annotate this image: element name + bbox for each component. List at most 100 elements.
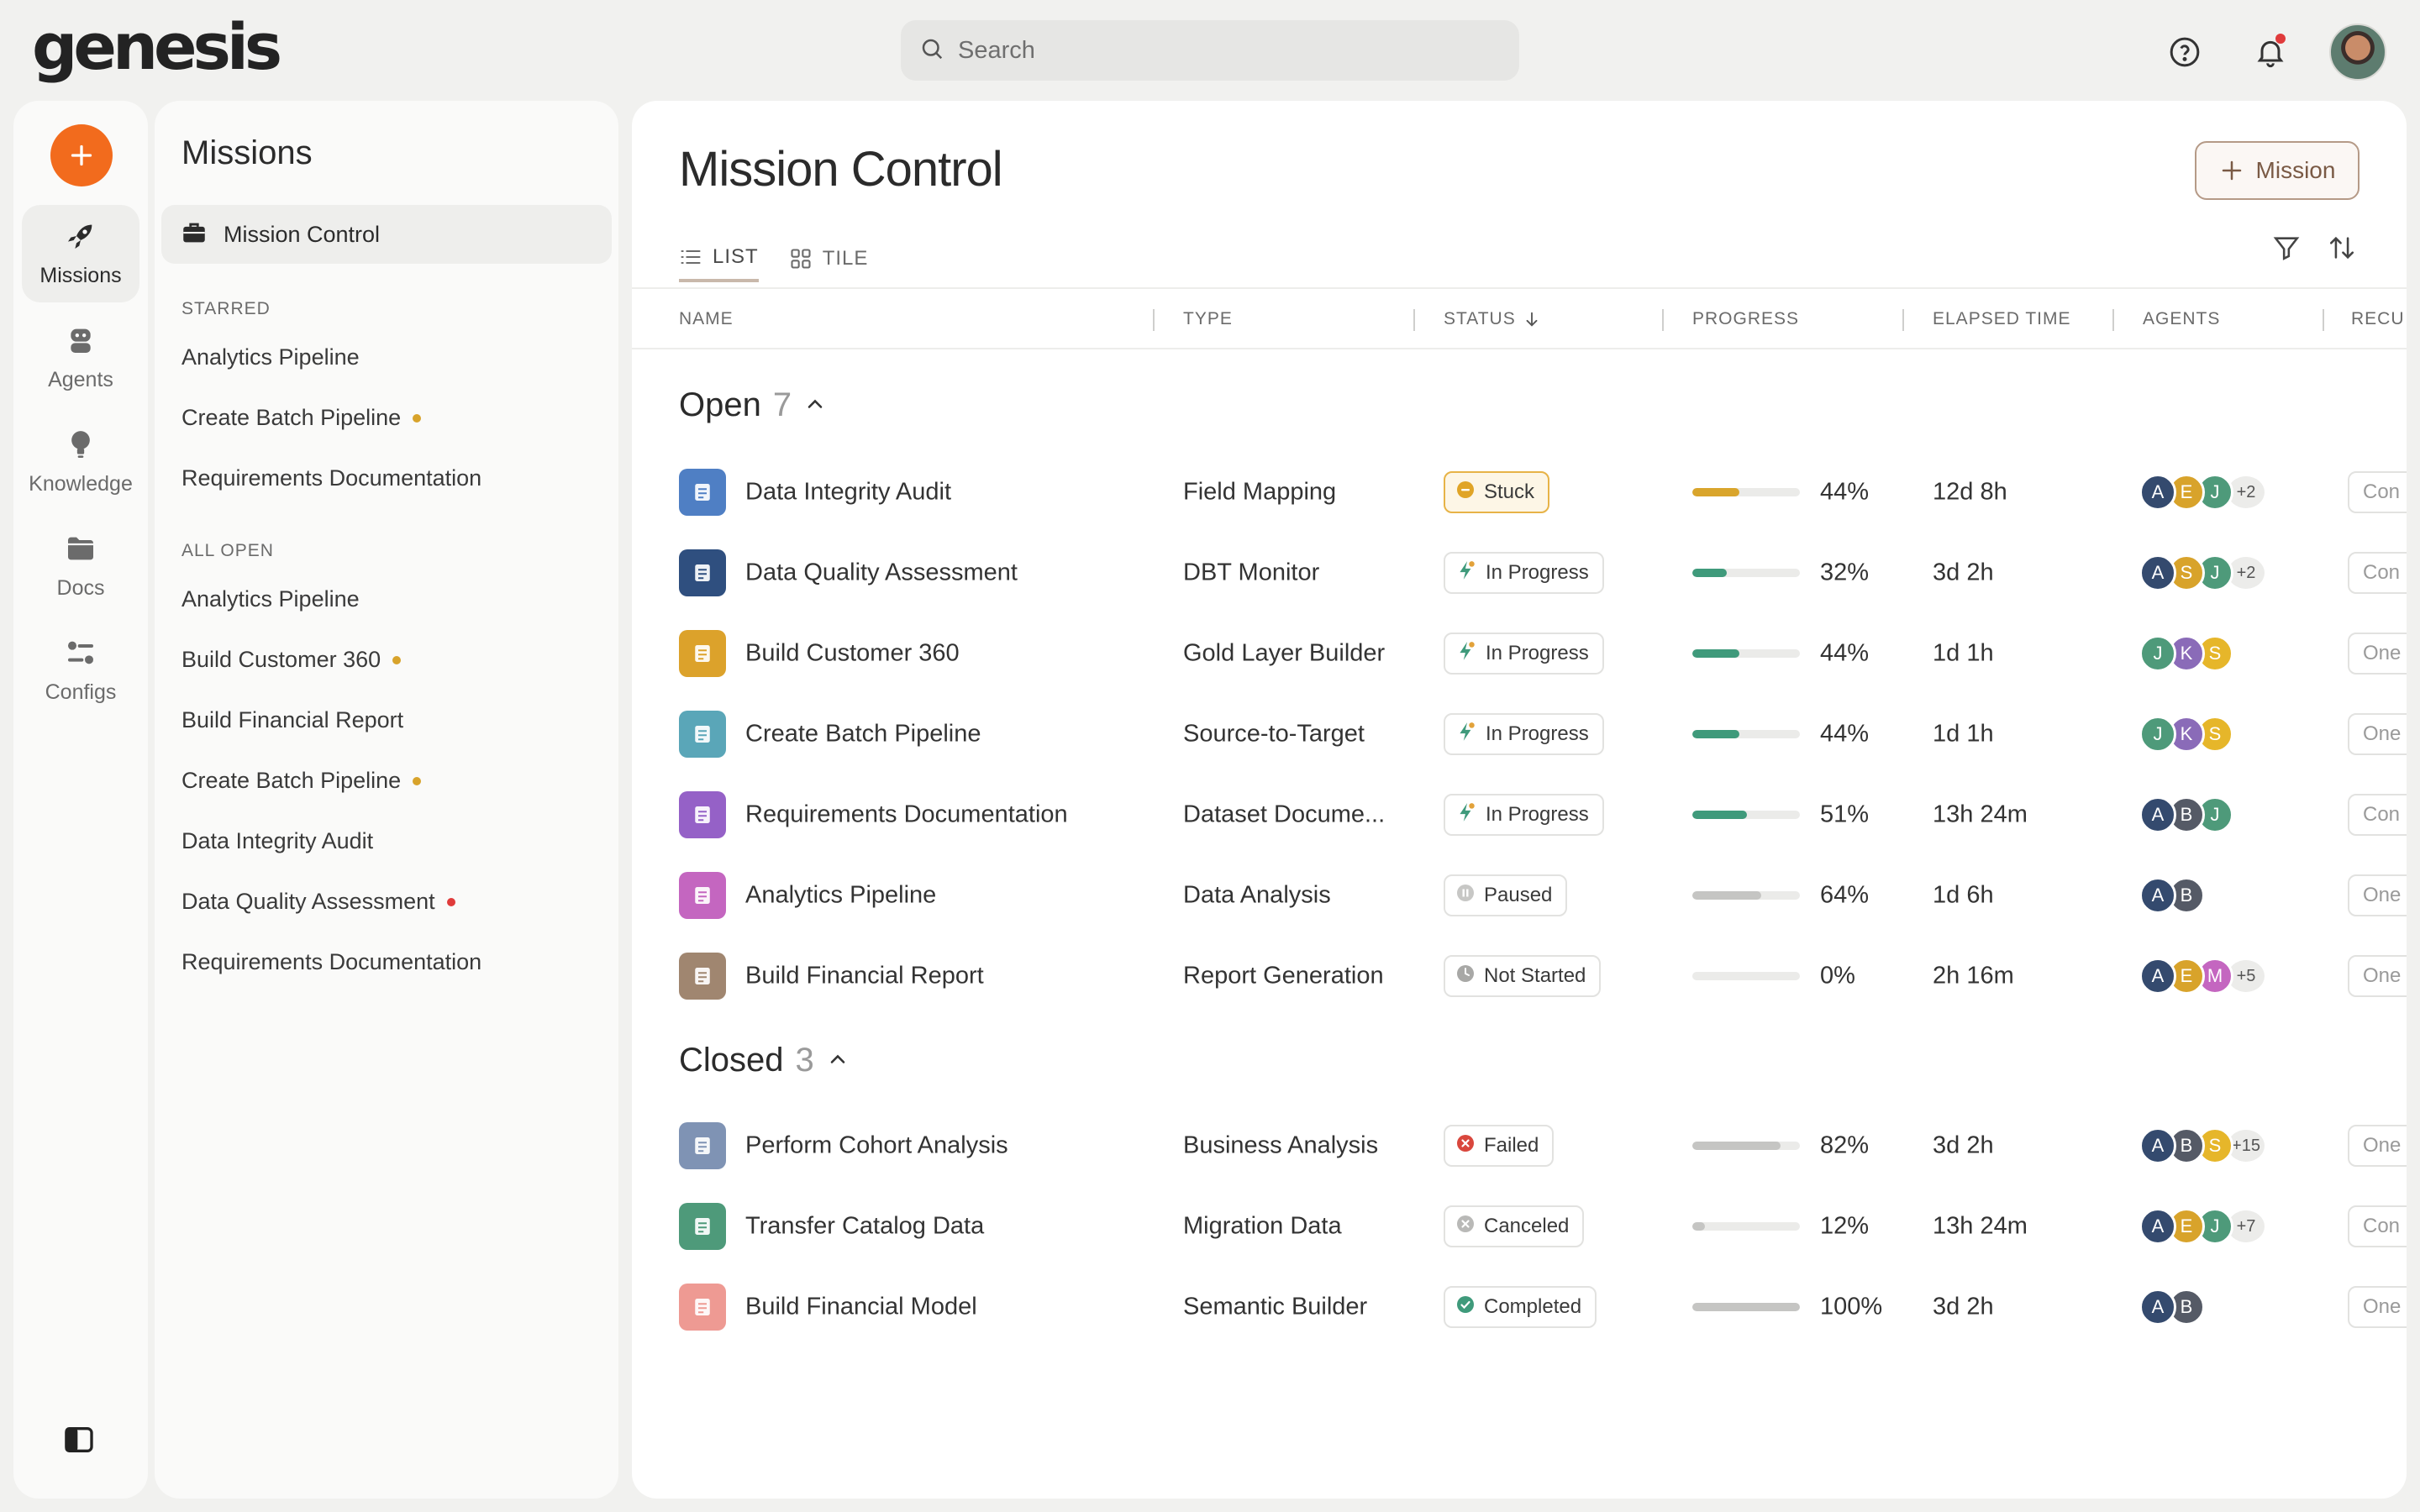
elapsed-time: 13h 24m	[1933, 801, 2028, 828]
sidebar-item-all_open[interactable]: Create Batch Pipeline	[182, 768, 422, 794]
clock-icon	[1455, 963, 1476, 990]
notifications-bell-icon[interactable]	[2244, 25, 2297, 79]
status-label: In Progress	[1486, 561, 1589, 584]
collapse-sidebar-icon[interactable]	[62, 1423, 96, 1457]
recurrence-badge: Con	[2348, 1205, 2407, 1247]
column-recurrence[interactable]: RECU	[2351, 309, 2405, 328]
table-row[interactable]: Build Financial Report Report Generation N…	[632, 936, 2407, 1016]
mission-name[interactable]: Perform Cohort Analysis	[745, 1131, 1008, 1159]
column-name[interactable]: NAME	[679, 309, 734, 328]
rail-item-label: Missions	[39, 264, 122, 287]
mission-name[interactable]: Build Financial Model	[745, 1293, 977, 1320]
recurrence-badge: One	[2348, 713, 2407, 755]
progress-percent: 44%	[1820, 720, 1870, 748]
group-header-open[interactable]: Open 7	[679, 386, 827, 424]
agent-avatars[interactable]: A B S +15	[2139, 1127, 2267, 1164]
table-row[interactable]: Transfer Catalog Data Migration Data Cance…	[632, 1186, 2407, 1267]
status-badge: In Progress	[1444, 713, 1604, 755]
progress-percent: 64%	[1820, 881, 1870, 909]
sort-icon[interactable]	[2328, 234, 2356, 266]
sidebar-item-starred[interactable]: Analytics Pipeline	[182, 344, 360, 370]
sidebar-item-all_open[interactable]: Requirements Documentation	[182, 949, 481, 975]
table-row[interactable]: Data Integrity Audit Field Mapping Stuck 44…	[632, 452, 2407, 533]
agent-avatars[interactable]: A E J +7	[2139, 1208, 2267, 1245]
mission-name[interactable]: Build Financial Report	[745, 962, 984, 990]
agent-avatars[interactable]: A E M +5	[2139, 958, 2267, 995]
mission-type-icon	[679, 469, 726, 516]
column-agents[interactable]: AGENTS	[2143, 309, 2221, 328]
group-count: 7	[772, 386, 792, 423]
mission-type: Field Mapping	[1183, 478, 1337, 506]
status-label: Not Started	[1484, 964, 1586, 987]
sidebar-item-label: Requirements Documentation	[182, 949, 482, 974]
rail-item-label: Knowledge	[29, 472, 133, 496]
table-row[interactable]: Create Batch Pipeline Source-to-Target In …	[632, 694, 2407, 774]
table-row[interactable]: Analytics Pipeline Data Analysis Paused 64%…	[632, 855, 2407, 936]
help-icon[interactable]	[2158, 25, 2212, 79]
filter-icon[interactable]	[2272, 234, 2301, 266]
mission-type: Business Analysis	[1183, 1131, 1379, 1159]
table-row[interactable]: Data Quality Assessment DBT Monitor In Pro…	[632, 533, 2407, 613]
progress-bar	[1692, 891, 1800, 900]
sidebar-item-starred[interactable]: Create Batch Pipeline	[182, 405, 422, 431]
add-mission-button[interactable]: Mission	[2195, 141, 2360, 200]
search-input[interactable]: Search	[901, 20, 1519, 81]
sidebar-item-all_open[interactable]: Analytics Pipeline	[182, 586, 360, 612]
column-progress[interactable]: PROGRESS	[1692, 309, 1800, 328]
progress-fill	[1692, 1222, 1706, 1231]
sidebar-item-all_open[interactable]: Build Financial Report	[182, 707, 403, 733]
mission-name[interactable]: Data Quality Assessment	[745, 559, 1018, 586]
rail-item-knowledge[interactable]: Knowledge	[22, 413, 139, 511]
mission-name[interactable]: Transfer Catalog Data	[745, 1212, 985, 1240]
rail-item-docs[interactable]: Docs	[22, 517, 139, 615]
column-status[interactable]: STATUS	[1444, 289, 1541, 349]
lightning-icon	[1455, 801, 1477, 829]
mission-name[interactable]: Create Batch Pipeline	[745, 720, 981, 748]
agent-avatar: J	[2139, 635, 2176, 672]
rail-item-agents[interactable]: Agents	[22, 309, 139, 407]
rocket-icon	[64, 219, 97, 257]
mission-name[interactable]: Build Customer 360	[745, 639, 960, 667]
progress-percent: 0%	[1820, 962, 1855, 990]
column-elapsed-time[interactable]: ELAPSED TIME	[1933, 309, 2071, 328]
table-row[interactable]: Build Customer 360 Gold Layer Builder In P…	[632, 613, 2407, 694]
tab-list[interactable]: LIST	[679, 235, 759, 282]
sidebar-item-all_open[interactable]: Build Customer 360	[182, 647, 402, 673]
sidebar-item-starred[interactable]: Requirements Documentation	[182, 465, 481, 491]
tab-tile[interactable]: TILE	[789, 235, 869, 282]
progress-fill	[1692, 569, 1727, 577]
column-type[interactable]: TYPE	[1183, 309, 1233, 328]
agent-avatar: A	[2139, 1208, 2176, 1245]
table-row[interactable]: Requirements Documentation Dataset Docume…	[632, 774, 2407, 855]
agent-avatars[interactable]: A E J +2	[2139, 474, 2267, 511]
progress-percent: 100%	[1820, 1293, 1883, 1320]
sidebar-item-mission-control[interactable]: Mission Control	[161, 205, 612, 264]
recurrence-badge: One	[2348, 874, 2407, 916]
genesis-logo[interactable]: genesis	[32, 9, 282, 84]
mission-type: Dataset Docume...	[1183, 801, 1386, 828]
status-badge: Stuck	[1444, 471, 1550, 513]
agent-avatar: A	[2139, 1127, 2176, 1164]
folder-icon	[64, 532, 97, 570]
create-button[interactable]	[50, 124, 113, 186]
rail-item-missions[interactable]: Missions	[22, 205, 139, 302]
agent-avatars[interactable]: A S J +2	[2139, 554, 2267, 591]
mission-name[interactable]: Data Integrity Audit	[745, 478, 952, 506]
sidebar-item-all_open[interactable]: Data Integrity Audit	[182, 828, 373, 854]
search-icon	[919, 36, 944, 66]
mission-name[interactable]: Requirements Documentation	[745, 801, 1068, 828]
rail-item-configs[interactable]: Configs	[22, 622, 139, 719]
mission-name[interactable]: Analytics Pipeline	[745, 881, 937, 909]
table-row[interactable]: Perform Cohort Analysis Business Analysis…	[632, 1105, 2407, 1186]
sidebar-item-all_open[interactable]: Data Quality Assessment	[182, 889, 455, 915]
mission-type-icon	[679, 630, 726, 677]
user-avatar[interactable]	[2329, 24, 2386, 81]
status-label: Stuck	[1484, 480, 1535, 503]
table-row[interactable]: Build Financial Model Semantic Builder Com…	[632, 1267, 2407, 1347]
group-header-closed[interactable]: Closed 3	[679, 1042, 850, 1079]
